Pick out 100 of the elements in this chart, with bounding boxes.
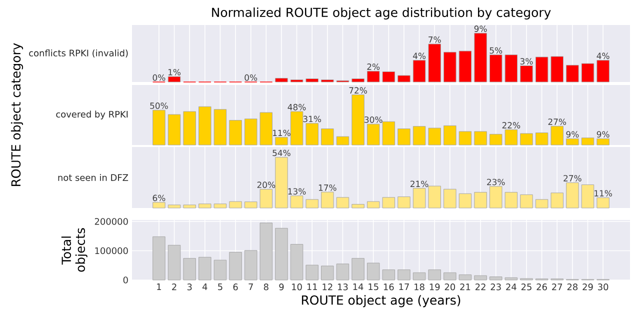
bar	[489, 134, 502, 146]
bar	[244, 250, 258, 280]
bar	[398, 196, 410, 208]
bar	[458, 50, 472, 82]
data-label: 9%	[474, 26, 487, 32]
bar	[504, 54, 518, 82]
bar	[504, 129, 518, 146]
data-label: 48%	[288, 104, 306, 110]
bar	[306, 123, 318, 146]
bar	[520, 133, 533, 146]
data-label: 4%	[412, 52, 426, 60]
data-label: 3%	[520, 58, 533, 65]
data-label: 23%	[487, 178, 505, 186]
x-tick-label: 27	[552, 284, 562, 290]
bar	[596, 60, 610, 82]
bar	[366, 124, 380, 146]
bar	[168, 244, 181, 280]
bar	[474, 131, 487, 146]
y-axis-title: not seen in DFZ	[58, 174, 128, 181]
data-label: 17%	[318, 184, 336, 191]
bar	[398, 75, 410, 82]
bar	[428, 186, 441, 208]
bar	[321, 80, 334, 82]
bar	[444, 188, 456, 208]
bar	[352, 258, 364, 280]
bar	[566, 182, 579, 208]
bar	[366, 201, 380, 208]
bar	[520, 65, 533, 82]
bar	[412, 272, 426, 280]
bar	[229, 201, 242, 208]
bar	[214, 260, 227, 280]
bar	[306, 78, 318, 82]
bar	[168, 76, 181, 82]
bar	[398, 128, 410, 146]
x-tick-label: 22	[475, 284, 486, 290]
bar	[444, 272, 456, 280]
bar	[382, 121, 396, 146]
y-axis-title: Total objects	[61, 228, 88, 272]
x-tick-label: 9	[279, 284, 284, 290]
bar	[260, 188, 273, 208]
bar	[581, 138, 594, 146]
x-tick-label: 12	[322, 284, 332, 290]
x-tick-label: 23	[490, 284, 501, 290]
data-label: 13%	[288, 188, 306, 195]
data-label: 9%	[596, 131, 610, 138]
bar	[504, 192, 518, 208]
x-tick-label: 24	[506, 284, 516, 290]
bar	[550, 192, 564, 208]
bar	[306, 264, 318, 280]
bar	[183, 111, 196, 146]
data-label: 27%	[564, 175, 582, 182]
x-tick-label: 30	[598, 284, 608, 290]
bar	[275, 157, 288, 208]
data-label: 11%	[272, 130, 290, 136]
bar	[535, 199, 548, 208]
bar	[535, 132, 548, 146]
bar	[382, 71, 396, 82]
bar	[489, 54, 502, 82]
x-axis-title: ROUTE object age (years)	[302, 295, 460, 308]
bar	[581, 63, 594, 82]
x-tick-label: 19	[430, 284, 440, 290]
data-label: 0%	[152, 74, 166, 81]
data-label: 9%	[566, 131, 579, 138]
bar	[352, 94, 364, 146]
data-label: 20%	[257, 182, 276, 188]
bar	[152, 236, 166, 280]
data-label: 21%	[410, 180, 428, 188]
bar	[428, 128, 441, 146]
bar	[290, 244, 304, 280]
bar	[550, 126, 564, 146]
bar	[535, 56, 548, 82]
bar	[458, 274, 472, 280]
x-tick-label: 15	[368, 284, 378, 290]
bar	[198, 204, 212, 208]
data-label: 0%	[244, 74, 258, 81]
bar	[412, 126, 426, 146]
data-label: 2%	[367, 64, 380, 70]
bar	[336, 197, 350, 208]
bar	[412, 60, 426, 82]
bar	[275, 78, 288, 82]
bar	[596, 197, 610, 208]
bar	[152, 110, 166, 146]
x-tick-label: 3	[187, 284, 192, 290]
bar	[428, 44, 441, 82]
bar	[444, 125, 456, 146]
bar	[244, 118, 258, 146]
bar	[382, 270, 396, 280]
bar	[336, 136, 350, 146]
x-tick-label: 20	[444, 284, 456, 290]
bar	[366, 70, 380, 82]
y-axis-title: covered by RPKI	[56, 110, 128, 120]
bar	[290, 196, 304, 208]
bar	[229, 120, 242, 146]
bar	[306, 199, 318, 208]
data-label: 31%	[303, 116, 322, 122]
bar	[566, 138, 579, 146]
bar	[183, 204, 196, 208]
x-tick-label: 11	[307, 284, 317, 290]
x-tick-label: 26	[536, 284, 547, 290]
data-label: 50%	[150, 102, 168, 109]
